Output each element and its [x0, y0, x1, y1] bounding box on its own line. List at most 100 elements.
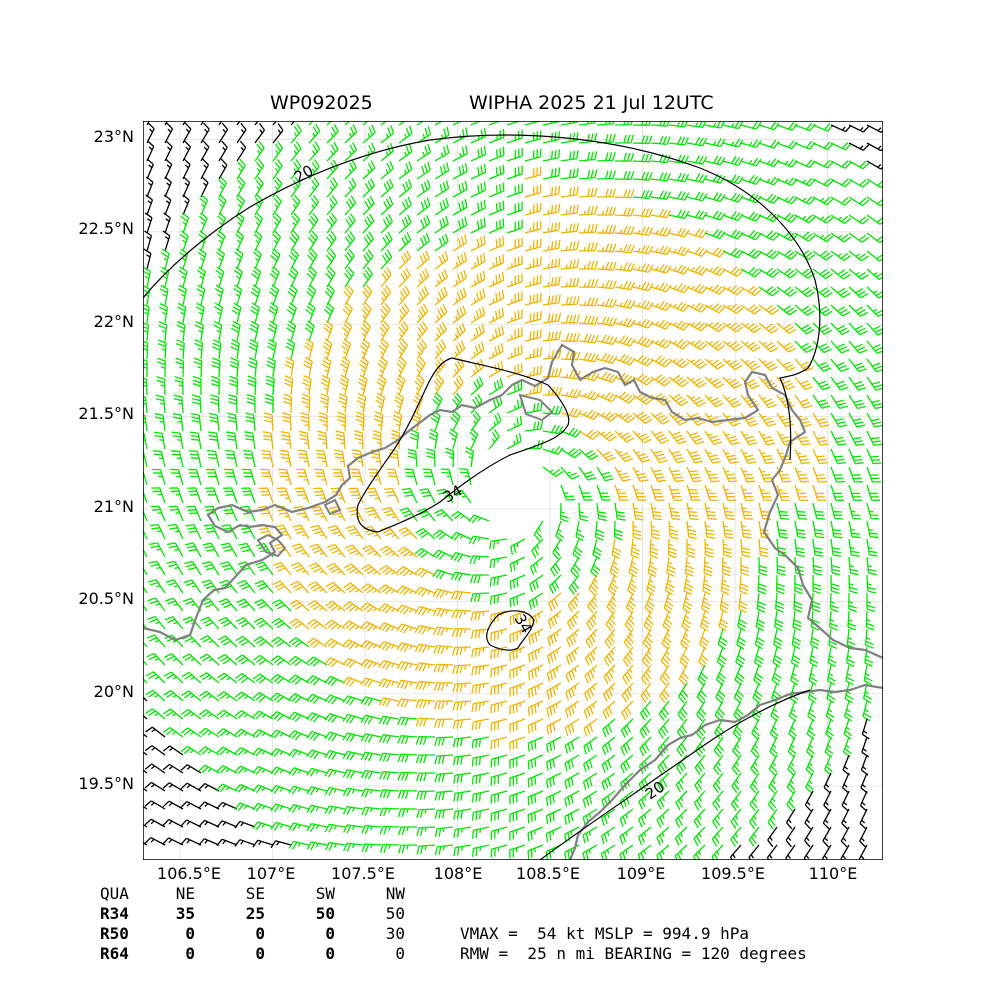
- barb-feather: [626, 356, 633, 364]
- barb-shaft: [614, 268, 631, 272]
- barb-feather: [464, 198, 468, 208]
- barb-half-feather: [583, 301, 587, 306]
- barb-feather: [383, 287, 390, 296]
- barb-feather: [666, 121, 670, 127]
- barb-shaft: [524, 246, 541, 252]
- wind-barb: [146, 140, 155, 162]
- barb-feather: [576, 389, 582, 398]
- barb-feather: [410, 108, 412, 116]
- wind-barb: [596, 243, 617, 253]
- wind-barb: [722, 466, 738, 483]
- wind-barb: [308, 121, 314, 126]
- barb-feather: [819, 287, 828, 294]
- barb-feather: [694, 283, 702, 291]
- wind-barb: [470, 199, 487, 216]
- wind-barb: [650, 448, 668, 464]
- barb-feather: [182, 194, 190, 201]
- barb-shaft: [344, 326, 353, 342]
- barb-shaft: [668, 124, 685, 128]
- barb-feather: [832, 529, 842, 532]
- barb-feather: [818, 439, 828, 443]
- barb-shaft: [776, 502, 782, 519]
- barb-half-feather: [160, 366, 166, 369]
- barb-feather: [672, 473, 682, 476]
- barb-feather: [386, 512, 395, 517]
- barb-feather: [264, 401, 274, 405]
- barb-feather: [861, 236, 870, 243]
- barb-feather: [317, 437, 327, 441]
- barb-shaft: [380, 256, 393, 270]
- barb-feather: [420, 532, 429, 539]
- barb-feather: [603, 475, 612, 479]
- barb-shaft: [470, 331, 485, 342]
- barb-shaft: [506, 299, 523, 306]
- barb-shaft: [146, 253, 152, 270]
- wind-barb: [380, 214, 394, 234]
- barb-half-feather: [549, 469, 554, 473]
- barb-feather: [558, 349, 562, 358]
- barb-shaft: [632, 322, 649, 329]
- barb-shaft: [308, 343, 314, 360]
- barb-feather: [167, 105, 173, 111]
- barb-shaft: [506, 317, 523, 324]
- barb-feather: [218, 212, 226, 219]
- barb-shaft: [560, 230, 577, 234]
- barb-shaft: [213, 469, 220, 486]
- barb-shaft: [182, 325, 186, 342]
- wind-barb: [668, 227, 690, 238]
- barb-feather: [798, 474, 807, 476]
- barb-half-feather: [143, 329, 149, 333]
- barb-feather: [331, 195, 338, 203]
- wind-barb: [650, 190, 672, 200]
- wind-barb: [524, 184, 542, 198]
- barb-shaft: [758, 250, 774, 260]
- barb-shaft: [722, 322, 737, 333]
- barb-feather: [874, 365, 883, 370]
- barb-feather: [143, 399, 147, 402]
- barb-feather: [240, 122, 247, 131]
- wind-barb: [596, 334, 618, 346]
- barb-feather: [253, 266, 262, 273]
- barb-feather: [361, 341, 369, 349]
- barb-feather: [824, 310, 833, 317]
- barb-half-feather: [397, 368, 402, 373]
- barb-feather: [746, 480, 756, 483]
- barb-feather: [557, 447, 564, 455]
- barb-shaft: [812, 430, 821, 446]
- barb-feather: [385, 491, 395, 494]
- barb-feather: [569, 121, 571, 124]
- barb-shaft: [200, 182, 209, 198]
- barb-half-feather: [216, 329, 221, 333]
- barb-feather: [816, 517, 826, 520]
- barb-feather: [462, 305, 467, 314]
- wind-barb: [312, 487, 328, 504]
- wind-barb: [362, 231, 374, 252]
- barb-shaft: [722, 196, 739, 203]
- barb-feather: [748, 248, 756, 256]
- barb-feather: [576, 186, 579, 195]
- wind-barb: [794, 304, 815, 316]
- barb-feather: [657, 456, 666, 461]
- wind-barb: [253, 230, 263, 252]
- barb-feather: [423, 199, 428, 208]
- barb-feather: [590, 315, 596, 325]
- wind-barb: [632, 466, 649, 482]
- barb-shaft: [415, 450, 418, 468]
- barb-feather: [422, 235, 428, 244]
- barb-shaft: [290, 272, 299, 288]
- barb-shaft: [524, 174, 541, 180]
- barb-feather: [726, 454, 736, 458]
- barb-feather: [598, 518, 608, 522]
- barb-feather: [341, 326, 350, 334]
- barb-feather: [424, 128, 429, 137]
- barb-feather: [358, 363, 367, 370]
- barb-feather: [169, 527, 178, 530]
- barb-feather: [300, 415, 309, 420]
- barb-shaft: [722, 124, 739, 130]
- barb-half-feather: [147, 218, 152, 222]
- barb-feather: [820, 443, 829, 446]
- barb-shaft: [650, 124, 668, 127]
- barb-shaft: [830, 196, 846, 206]
- barb-feather: [155, 398, 165, 402]
- barb-feather: [173, 398, 183, 402]
